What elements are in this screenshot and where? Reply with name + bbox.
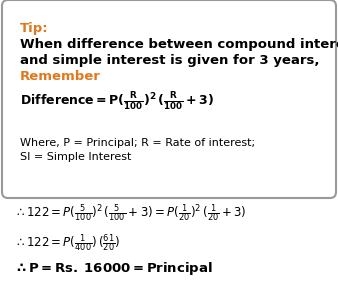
Text: $\mathbf{\therefore P = Rs.\;16000 = Principal}$: $\mathbf{\therefore P = Rs.\;16000 = Pri… xyxy=(14,260,213,277)
Text: Tip:: Tip: xyxy=(20,22,49,35)
Text: $\therefore 122 = P(\frac{1}{400})\,(\frac{61}{20})$: $\therefore 122 = P(\frac{1}{400})\,(\fr… xyxy=(14,232,120,254)
Text: When difference between compound interest: When difference between compound interes… xyxy=(20,38,338,51)
Text: $\therefore 122 = P(\frac{5}{100})^2\,(\frac{5}{100} + 3) = P(\frac{1}{20})^2\,(: $\therefore 122 = P(\frac{5}{100})^2\,(\… xyxy=(14,202,246,224)
Text: SI = Simple Interest: SI = Simple Interest xyxy=(20,152,131,162)
FancyBboxPatch shape xyxy=(2,0,336,198)
Text: Where, P = Principal; R = Rate of interest;: Where, P = Principal; R = Rate of intere… xyxy=(20,138,255,148)
Text: Remember: Remember xyxy=(20,70,101,83)
Text: $\mathbf{Difference = P(\frac{R}{100})^2\,(\frac{R}{100} + 3)}$: $\mathbf{Difference = P(\frac{R}{100})^2… xyxy=(20,90,214,112)
Text: and simple interest is given for 3 years,: and simple interest is given for 3 years… xyxy=(20,54,319,67)
